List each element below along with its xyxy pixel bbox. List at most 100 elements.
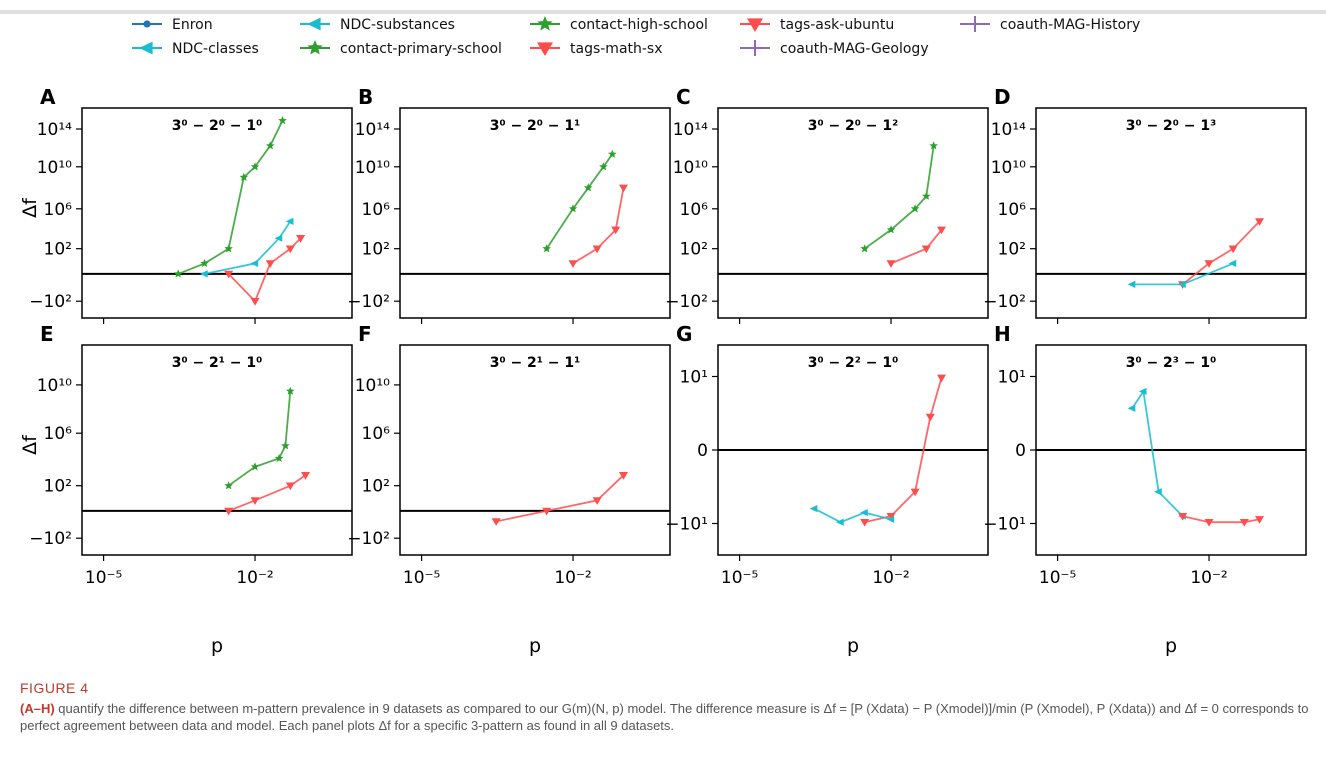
data-point: [1239, 519, 1249, 527]
data-point: [584, 183, 593, 192]
data-point: [1204, 519, 1214, 527]
legend-item: NDC-classes: [132, 41, 259, 57]
x-axis-label: p: [211, 635, 223, 657]
y-tick-label: −10²: [29, 292, 72, 312]
y-tick-label: 10¹: [680, 368, 708, 388]
panel-e: E 3⁰ − 2¹ − 1⁰ 10¹⁰ 10⁶ 10² −10² 10⁻⁵ 10⁻²: [29, 322, 353, 588]
x-axis-label: p: [1165, 635, 1177, 657]
series-line: [864, 145, 935, 250]
y-tick-label: 10²: [362, 477, 390, 497]
panel-frame: [81, 344, 353, 556]
data-point: [1228, 259, 1237, 267]
series-line: [204, 220, 292, 275]
data-point: [173, 269, 183, 278]
x-axis-label: p: [847, 635, 859, 657]
y-tick-label: −10²: [347, 529, 390, 549]
x-tick-label: 10⁻²: [872, 568, 909, 588]
legend-label: NDC-substances: [340, 17, 455, 33]
legend-label: contact-primary-school: [340, 41, 502, 57]
panel-frame: [399, 344, 671, 556]
panel-b: B 3⁰ − 2⁰ − 1¹ 10¹⁴ 10¹⁰ 10⁶ 10² −10²: [347, 85, 671, 324]
y-tick-label: 10¹⁰: [355, 158, 390, 178]
legend-item: NDC-substances: [300, 17, 455, 33]
data-point: [886, 512, 896, 521]
data-point: [592, 245, 602, 254]
y-tick-label: −10²: [29, 529, 72, 549]
data-point: [1255, 516, 1265, 524]
panel-frame: [717, 107, 989, 319]
y-tick-label: 10²: [44, 240, 72, 260]
series-line: [890, 229, 943, 265]
series-line: [1182, 515, 1260, 524]
data-point: [599, 162, 608, 171]
data-point: [286, 386, 295, 395]
data-point: [925, 413, 935, 422]
data-point: [608, 149, 617, 158]
x-tick-label: 10⁻⁵: [85, 568, 122, 588]
y-tick-label: 10⁶: [998, 200, 1027, 220]
y-tick-label: 10⁶: [44, 424, 73, 444]
data-point: [250, 497, 260, 505]
data-point: [886, 515, 895, 523]
panel-frame: [1035, 107, 1307, 319]
legend-label: coauth-MAG-History: [1000, 17, 1140, 33]
y-tick-label: 10¹⁰: [991, 158, 1026, 178]
legend-marker: [139, 41, 153, 55]
y-tick-label: 10⁶: [362, 200, 391, 220]
y-axis-label: Δf: [19, 434, 41, 455]
data-point: [619, 472, 629, 480]
data-point: [274, 234, 283, 242]
figure-label: FIGURE 4: [20, 680, 89, 696]
legend-marker: [967, 16, 983, 32]
legend-item: tags-math-sx: [530, 41, 663, 57]
panel-title: 3⁰ − 2¹ − 1¹: [490, 355, 581, 371]
x-tick-label: 10⁻⁵: [721, 568, 758, 588]
data-point: [1154, 488, 1162, 496]
data-point: [200, 258, 209, 267]
panel-title: 3⁰ − 2³ − 1⁰: [1126, 355, 1217, 371]
panel-letter: G: [676, 322, 692, 346]
data-point: [1127, 404, 1136, 412]
data-point: [886, 225, 896, 234]
y-tick-label: 10²: [362, 240, 390, 260]
panel-letter: H: [994, 322, 1011, 346]
data-point: [224, 244, 233, 253]
legend-marker: [537, 42, 553, 56]
legend-item: contact-primary-school: [300, 40, 502, 57]
y-tick-label: 10²: [998, 240, 1026, 260]
series-line: [496, 474, 625, 523]
figure-plot-area: Enron NDC-substances contact-high-school ta…: [19, 16, 1307, 657]
legend-item: contact-high-school: [530, 16, 708, 33]
series-line: [572, 187, 625, 265]
y-tick-label: 10¹⁰: [37, 376, 72, 396]
panel-title: 3⁰ − 2⁰ − 1⁰: [172, 118, 263, 134]
panel-g: G 3⁰ − 2² − 1⁰ 10¹ 0 −10¹ 10⁻⁵ 10⁻²: [665, 322, 989, 588]
data-point: [301, 472, 311, 480]
data-point: [1127, 280, 1136, 288]
data-point: [285, 245, 295, 254]
legend-label: coauth-MAG-Geology: [780, 41, 929, 57]
data-point: [278, 116, 287, 125]
y-tick-label: −10²: [347, 292, 390, 312]
data-point: [1178, 512, 1188, 521]
legend-item: coauth-MAG-History: [960, 16, 1140, 33]
data-point: [592, 497, 602, 505]
y-tick-label: −10¹: [983, 515, 1026, 535]
panel-title: 3⁰ − 2⁰ − 1²: [808, 118, 899, 134]
panel-d: D 3⁰ − 2⁰ − 1³ 10¹⁴ 10¹⁰ 10⁶ 10² −10²: [983, 85, 1307, 324]
data-point: [886, 260, 896, 268]
panel-title: 3⁰ − 2⁰ − 1³: [1126, 118, 1217, 134]
panel-letter: A: [40, 85, 56, 109]
data-point: [200, 270, 208, 278]
y-tick-label: 0: [697, 441, 708, 461]
legend-item: Enron: [132, 17, 213, 33]
y-tick-label: 10¹⁴: [673, 120, 708, 140]
data-point: [619, 184, 629, 193]
legend-item: tags-ask-ubuntu: [740, 17, 894, 33]
y-tick-label: 0: [1015, 441, 1026, 461]
data-point: [860, 244, 869, 253]
legend-marker: [143, 20, 151, 28]
y-tick-label: 10⁶: [362, 424, 391, 444]
panel-letter: F: [358, 322, 372, 346]
y-tick-label: −10¹: [665, 515, 708, 535]
